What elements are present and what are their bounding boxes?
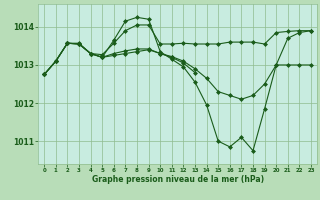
X-axis label: Graphe pression niveau de la mer (hPa): Graphe pression niveau de la mer (hPa) xyxy=(92,175,264,184)
